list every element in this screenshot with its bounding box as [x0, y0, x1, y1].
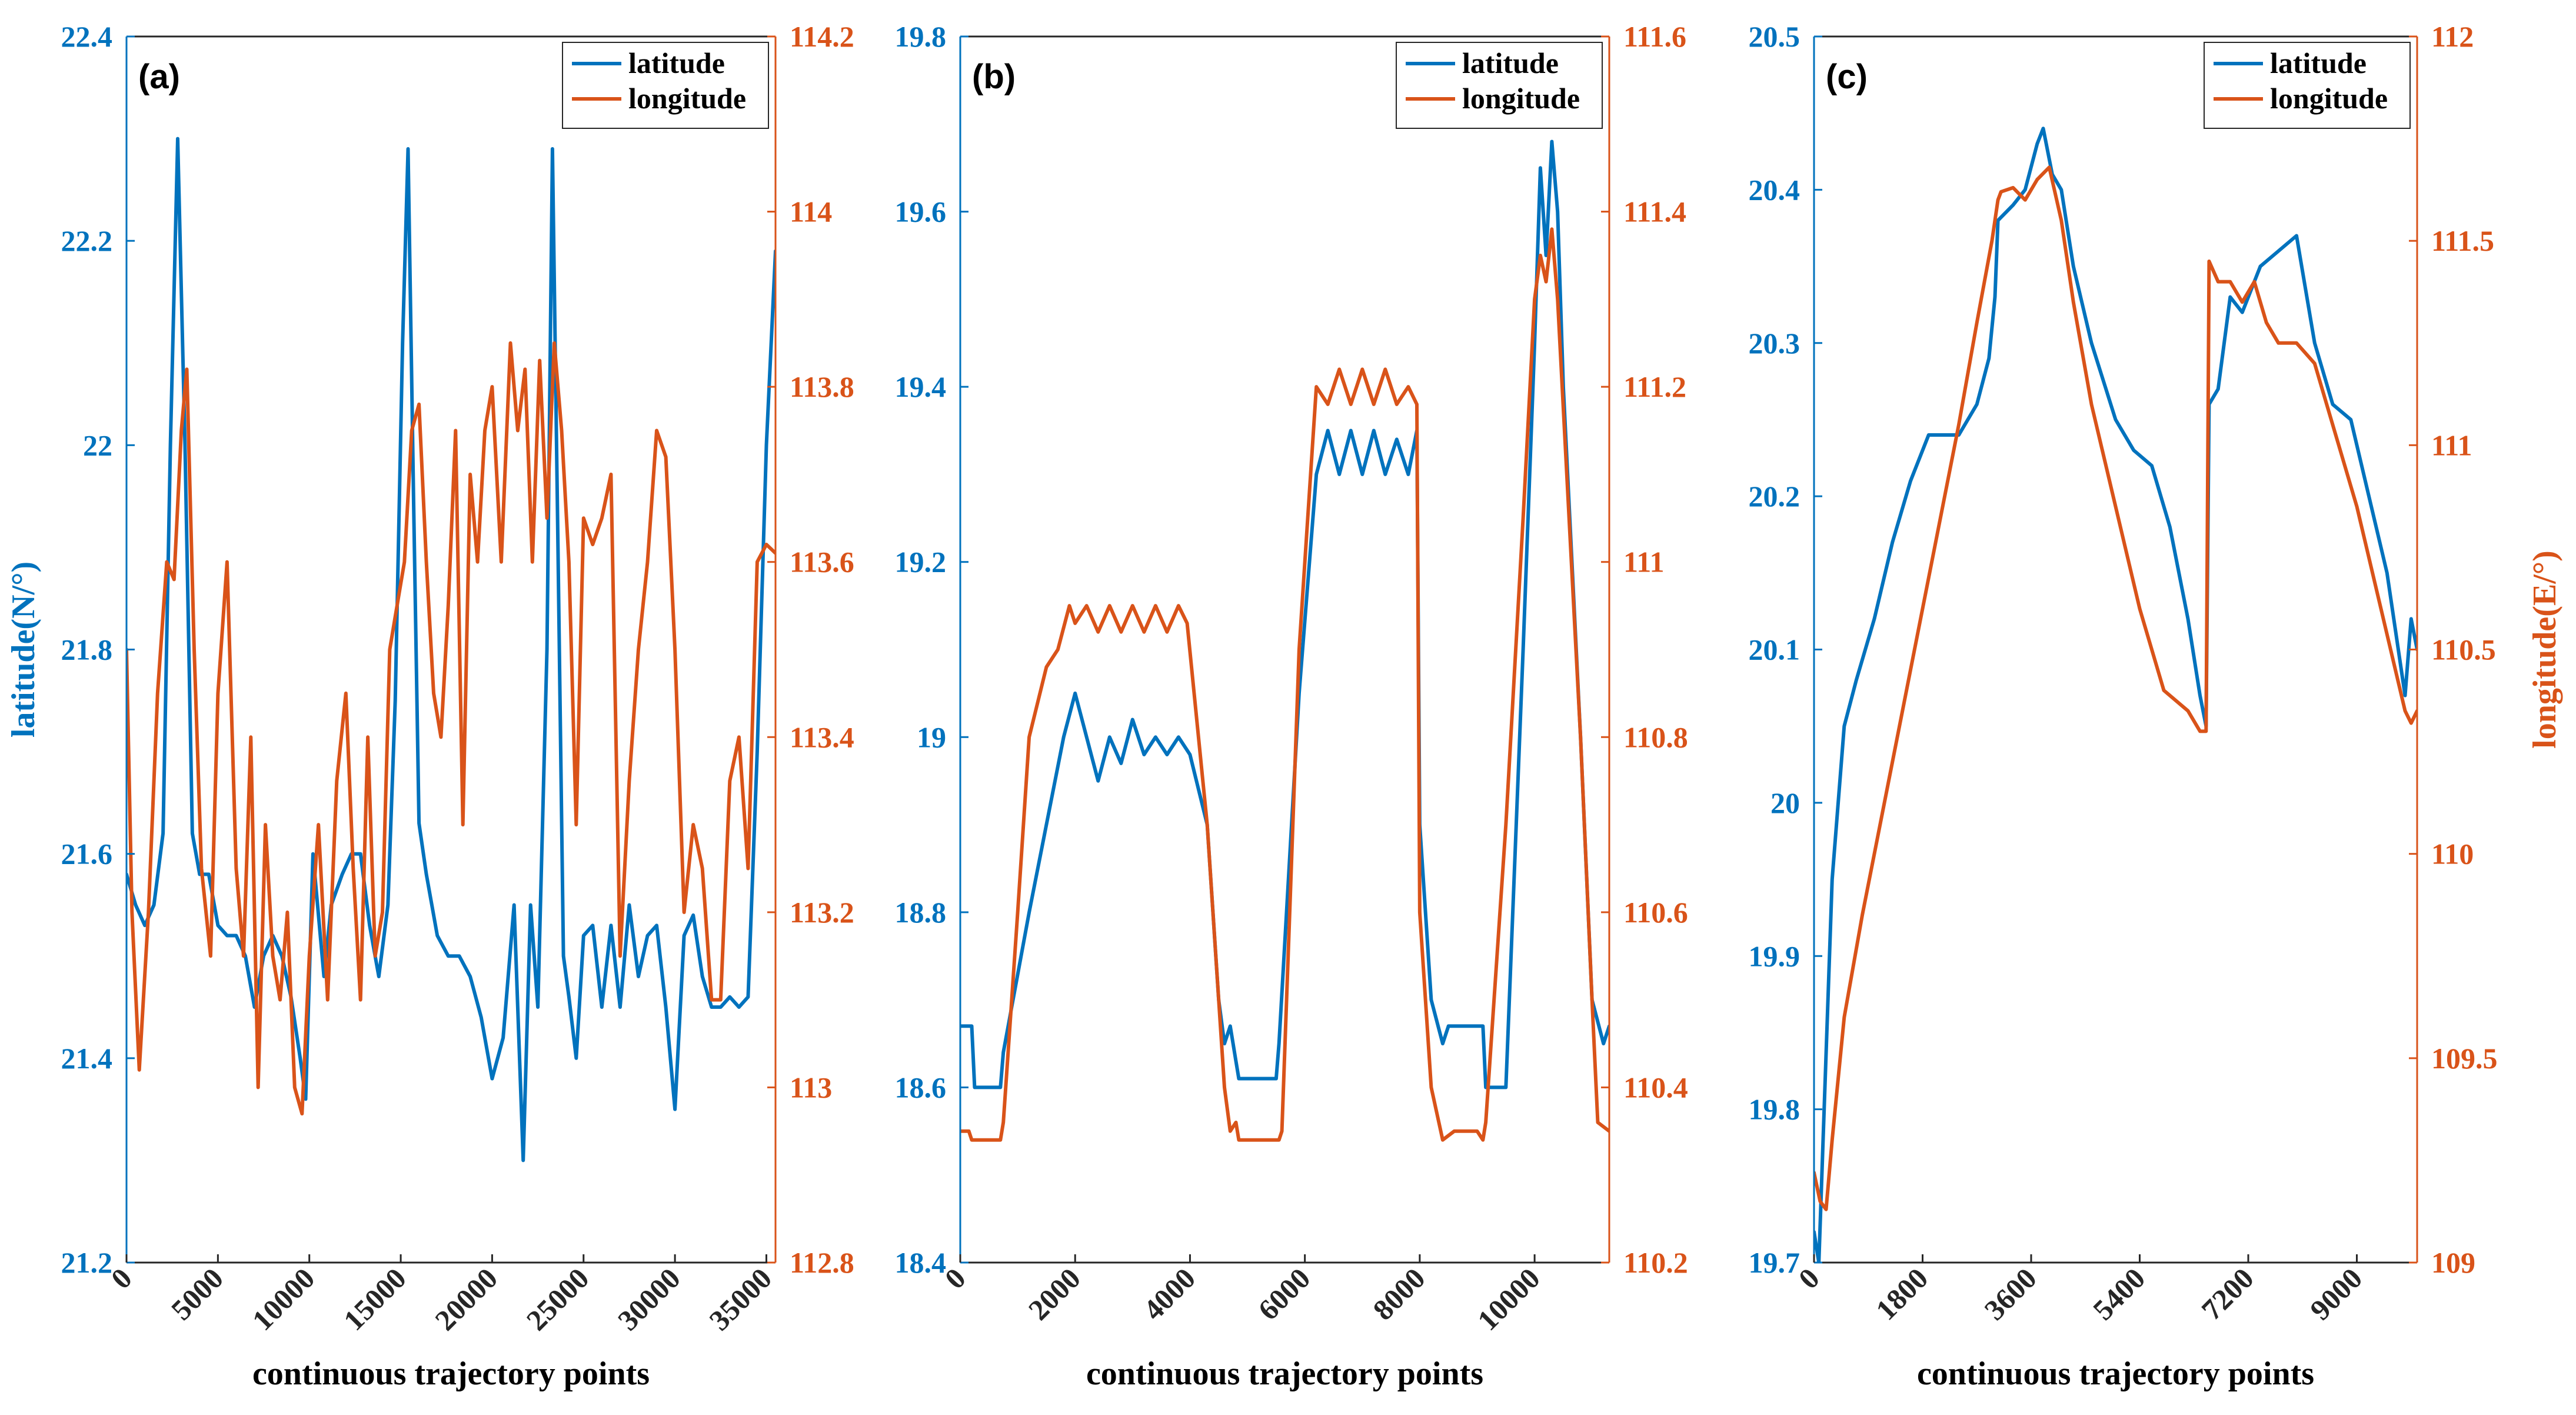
legend-box	[2204, 42, 2411, 129]
y-tick-label: 19.8	[895, 20, 947, 53]
series-line-longitude	[1814, 165, 2417, 1211]
y-tick-label: 22	[83, 429, 112, 461]
y-right-tick-label: 110.2	[1623, 1246, 1688, 1279]
y-right-tick-label: 114.2	[790, 20, 854, 53]
y-tick-label: 21.6	[61, 838, 113, 871]
x-tick-label: 10000	[245, 1261, 321, 1337]
panel-c: 19.7 19.8 19.9 20 20.1 20.2 20.3 20.4 20.5 109 109…	[1749, 20, 2564, 1392]
x-tick-label: 2000	[1022, 1261, 1087, 1326]
y-right-tick-label: 111.2	[1623, 370, 1686, 403]
x-tick-label: 10000	[1471, 1261, 1546, 1337]
x-tick-label: 25000	[520, 1261, 595, 1337]
x-tick-label: 15000	[337, 1261, 412, 1337]
y-right-tick-label: 110.5	[2431, 633, 2496, 666]
y-tick-label: 19.6	[895, 195, 947, 228]
x-tick-label: 7200	[2195, 1261, 2259, 1326]
y-tick-label: 18.8	[895, 896, 947, 929]
y-right-tick-label: 111	[1623, 546, 1664, 579]
x-tick-label: 8000	[1366, 1261, 1431, 1326]
y-right-tick-label: 109	[2431, 1246, 2475, 1279]
panel-label: (a)	[138, 58, 180, 96]
y-right-tick-label: 112	[2431, 20, 2474, 53]
y-tick-label: 20.4	[1749, 173, 1800, 206]
y-tick-label: 21.4	[61, 1042, 113, 1075]
y-tick-label: 18.4	[895, 1246, 947, 1279]
series-line-latitude	[1814, 127, 2417, 1263]
y-tick-label: 20.5	[1749, 20, 1800, 53]
y-right-tick-label: 113.2	[790, 896, 854, 929]
legend-box	[1396, 42, 1603, 129]
y-right-tick-label: 112.8	[790, 1246, 854, 1279]
x-tick-label: 5400	[2086, 1261, 2151, 1326]
y-tick-label: 19.9	[1749, 939, 1800, 972]
y-right-tick-label: 111.4	[1623, 195, 1686, 228]
y-right-tick-label: 111	[2431, 429, 2472, 461]
y-right-tick-label: 110.8	[1623, 720, 1688, 753]
y-right-tick-label: 113.8	[790, 370, 854, 403]
y-tick-label: 19	[917, 720, 946, 753]
x-tick-label: 4000	[1137, 1261, 1202, 1326]
y-tick-label: 21.2	[61, 1246, 113, 1279]
y-right-tick-label: 114	[790, 195, 832, 228]
series-line-latitude	[960, 139, 1609, 1090]
panel-a: 21.2 21.4 21.6 21.8 22 22.2 22.4 112.8 113 113.2 1…	[5, 20, 854, 1392]
y-tick-label: 19.8	[1749, 1093, 1800, 1126]
x-axis-title: continuous trajectory points	[1917, 1356, 2314, 1392]
legend-label-longitude: longitude	[1462, 82, 1580, 115]
x-tick-label: 20000	[428, 1261, 504, 1337]
y-right-tick-label: 110.4	[1623, 1071, 1688, 1104]
legend-label-longitude: longitude	[628, 82, 746, 115]
y-right-tick-label: 111.5	[2431, 224, 2494, 257]
legend-label-latitude: latitude	[2270, 46, 2367, 79]
x-tick-label: 3600	[1978, 1261, 2042, 1326]
y-right-tick-label: 113.4	[790, 720, 854, 753]
panel-label: (c)	[1826, 58, 1868, 96]
series-line-longitude	[127, 341, 776, 1116]
x-tick-label: 30000	[611, 1261, 687, 1337]
x-tick-label: 1800	[1869, 1261, 1934, 1326]
y-tick-label: 19.7	[1749, 1246, 1800, 1279]
y-right-tick-label: 110.6	[1623, 896, 1688, 929]
x-tick-label: 5000	[165, 1261, 229, 1326]
y-right-tick-label: 109.5	[2431, 1042, 2498, 1075]
panel-label: (b)	[972, 58, 1016, 96]
series-line-latitude	[127, 137, 776, 1162]
y-tick-label: 20.2	[1749, 480, 1800, 513]
y-tick-label: 21.8	[61, 633, 113, 666]
x-tick-label: 35000	[703, 1261, 778, 1337]
y-tick-label: 18.6	[895, 1071, 947, 1104]
x-axis-title: continuous trajectory points	[1086, 1356, 1483, 1392]
y-tick-label: 19.4	[895, 370, 947, 403]
panel-b: 18.4 18.6 18.8 19 19.2 19.4 19.6 19.8 110.2 110.4…	[895, 20, 1688, 1392]
y-right-tick-label: 111.6	[1623, 20, 1686, 53]
y-right-axis-title: longitude(E/°)	[2527, 550, 2563, 749]
legend-label-longitude: longitude	[2270, 82, 2388, 115]
y-tick-label: 20.1	[1749, 633, 1800, 666]
y-tick-label: 19.2	[895, 546, 947, 579]
y-tick-label: 20.3	[1749, 327, 1800, 360]
y-right-tick-label: 113.6	[790, 546, 854, 579]
series-line-longitude	[960, 227, 1609, 1142]
y-axis-title: latitude(N/°)	[5, 562, 42, 738]
y-tick-label: 22.2	[61, 224, 113, 257]
y-tick-label: 20	[1770, 786, 1800, 819]
x-axis-title: continuous trajectory points	[252, 1356, 650, 1392]
x-tick-label: 6000	[1252, 1261, 1316, 1326]
legend-label-latitude: latitude	[1462, 46, 1559, 79]
y-right-tick-label: 113	[790, 1071, 832, 1104]
legend-box	[562, 42, 769, 129]
x-tick-label: 9000	[2304, 1261, 2368, 1326]
y-right-tick-label: 110	[2431, 838, 2474, 871]
legend-label-latitude: latitude	[628, 46, 725, 79]
y-tick-label: 22.4	[61, 20, 113, 53]
